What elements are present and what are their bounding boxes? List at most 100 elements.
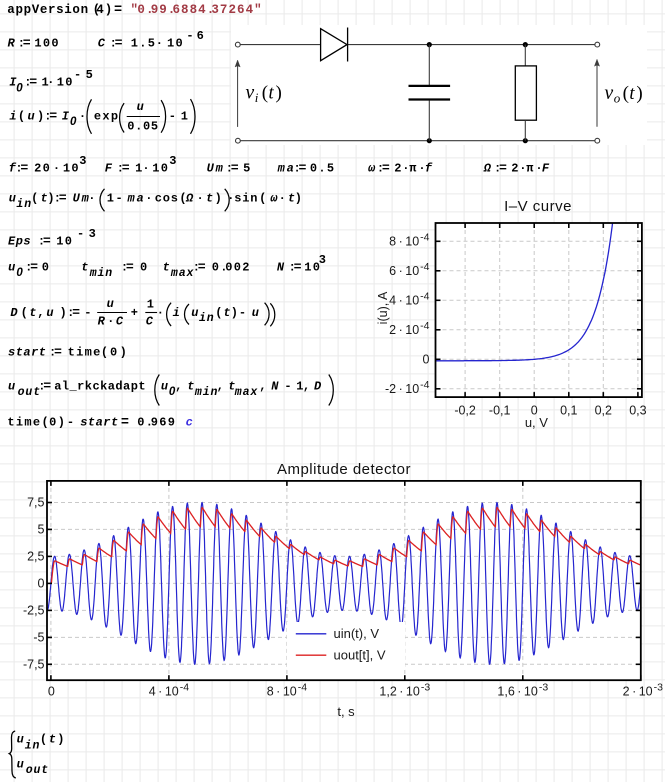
svg-text:4: 4 [246, 3, 254, 17]
svg-text:=: = [122, 160, 130, 175]
svg-text:0: 0 [110, 346, 119, 360]
svg-text:c: c [186, 415, 195, 429]
svg-text::: : [193, 260, 200, 274]
svg-text:-: - [77, 227, 86, 241]
svg-text:,: , [217, 379, 226, 393]
svg-text::: : [67, 306, 74, 320]
svg-text:3: 3 [169, 154, 178, 168]
svg-text:8: 8 [190, 3, 198, 17]
svg-text:0: 0 [137, 3, 145, 17]
svg-text:·: · [53, 161, 60, 175]
svg-text:): ) [215, 191, 224, 205]
svg-text:appVersion: appVersion [7, 3, 88, 17]
svg-text:Um: Um [207, 161, 225, 175]
svg-text::: : [25, 260, 32, 274]
svg-text:i: i [173, 306, 182, 320]
svg-text:8: 8 [181, 3, 189, 17]
svg-text:=: = [294, 259, 302, 274]
svg-text:0.: 0. [212, 260, 229, 274]
svg-text:1: 1 [107, 191, 116, 205]
svg-text:(: ( [179, 191, 188, 205]
svg-text:uout[t], V: uout[t], V [334, 647, 386, 662]
svg-text:F: F [105, 161, 114, 175]
svg-text::: : [110, 36, 117, 50]
svg-text:π: π [526, 161, 534, 175]
svg-text:min: min [89, 267, 113, 280]
svg-text:=: = [231, 160, 239, 175]
svg-text:(: ( [18, 109, 27, 123]
svg-text:0: 0 [70, 116, 77, 128]
svg-text:=: = [43, 378, 51, 393]
svg-text:·: · [519, 161, 526, 175]
svg-text:0: 0 [169, 386, 176, 398]
svg-text:(: ( [93, 3, 102, 17]
svg-text:3: 3 [89, 227, 98, 241]
svg-text:002: 002 [225, 260, 251, 274]
svg-text:t: t [629, 84, 635, 104]
svg-text:Amplitude detector: Amplitude detector [277, 461, 411, 478]
svg-text:max: max [170, 267, 195, 280]
svg-text:C: C [146, 314, 155, 328]
svg-text:start: start [80, 415, 119, 429]
svg-text:0: 0 [140, 260, 149, 274]
svg-text:(: ( [259, 191, 268, 205]
svg-text:=: = [23, 35, 31, 50]
svg-text:ma: ma [127, 191, 146, 205]
svg-text::: : [54, 191, 61, 205]
svg-text:·: · [142, 161, 149, 175]
svg-text:1: 1 [147, 297, 156, 311]
svg-text:uin(t), V: uin(t), V [334, 626, 380, 641]
svg-text:4: 4 [198, 3, 206, 17]
svg-text:R: R [8, 36, 17, 50]
svg-text:-: - [284, 379, 293, 393]
svg-text:-: - [239, 306, 248, 320]
svg-text:(: ( [42, 415, 51, 429]
svg-text:u: u [252, 306, 261, 320]
svg-text:Eps: Eps [8, 234, 31, 248]
svg-text:u: u [8, 260, 17, 274]
svg-text:i: i [9, 109, 18, 123]
svg-text:u: u [107, 297, 116, 311]
svg-text:): ) [47, 191, 56, 205]
svg-text:f: f [425, 161, 434, 175]
svg-text:ma: ma [277, 161, 296, 175]
svg-text:=: = [499, 160, 507, 175]
svg-text:0,1: 0,1 [560, 404, 577, 418]
svg-text:2 · 10-4: 2 · 10-4 [389, 320, 430, 337]
svg-text:0,3: 0,3 [629, 404, 646, 418]
svg-text:): ) [231, 306, 240, 320]
svg-text:=: = [43, 233, 51, 248]
svg-text:·: · [79, 109, 86, 123]
svg-text:π: π [409, 161, 417, 175]
svg-text:10: 10 [304, 260, 321, 274]
svg-text::: : [494, 161, 501, 175]
svg-text:=: = [115, 35, 123, 50]
svg-text:t: t [269, 84, 275, 104]
svg-text::: : [121, 260, 128, 274]
svg-text::: : [24, 76, 31, 90]
svg-text:t: t [29, 306, 38, 320]
svg-text:·: · [145, 191, 152, 205]
svg-text:-0,2: -0,2 [454, 404, 476, 418]
svg-text:10: 10 [57, 76, 74, 90]
svg-text:·: · [156, 36, 163, 50]
svg-text:-5: -5 [33, 631, 44, 645]
svg-text:=: = [54, 345, 62, 360]
svg-text:u: u [17, 757, 26, 771]
svg-text:4 · 10-4: 4 · 10-4 [149, 682, 190, 699]
svg-text:-: - [74, 68, 83, 82]
svg-text:·: · [535, 161, 542, 175]
svg-text:u: u [191, 306, 200, 320]
svg-text:100: 100 [34, 36, 60, 50]
svg-text:8 · 10-4: 8 · 10-4 [267, 682, 308, 699]
svg-text:): ) [105, 3, 114, 17]
svg-text:0: 0 [48, 685, 55, 699]
svg-text:0: 0 [38, 577, 45, 591]
svg-text::: : [38, 379, 45, 393]
svg-text:I: I [9, 76, 18, 90]
svg-text:t: t [187, 379, 196, 393]
svg-text:N: N [271, 379, 280, 393]
svg-text:min: min [194, 386, 218, 399]
svg-text:.: . [146, 3, 154, 17]
svg-text:,: , [303, 379, 312, 393]
